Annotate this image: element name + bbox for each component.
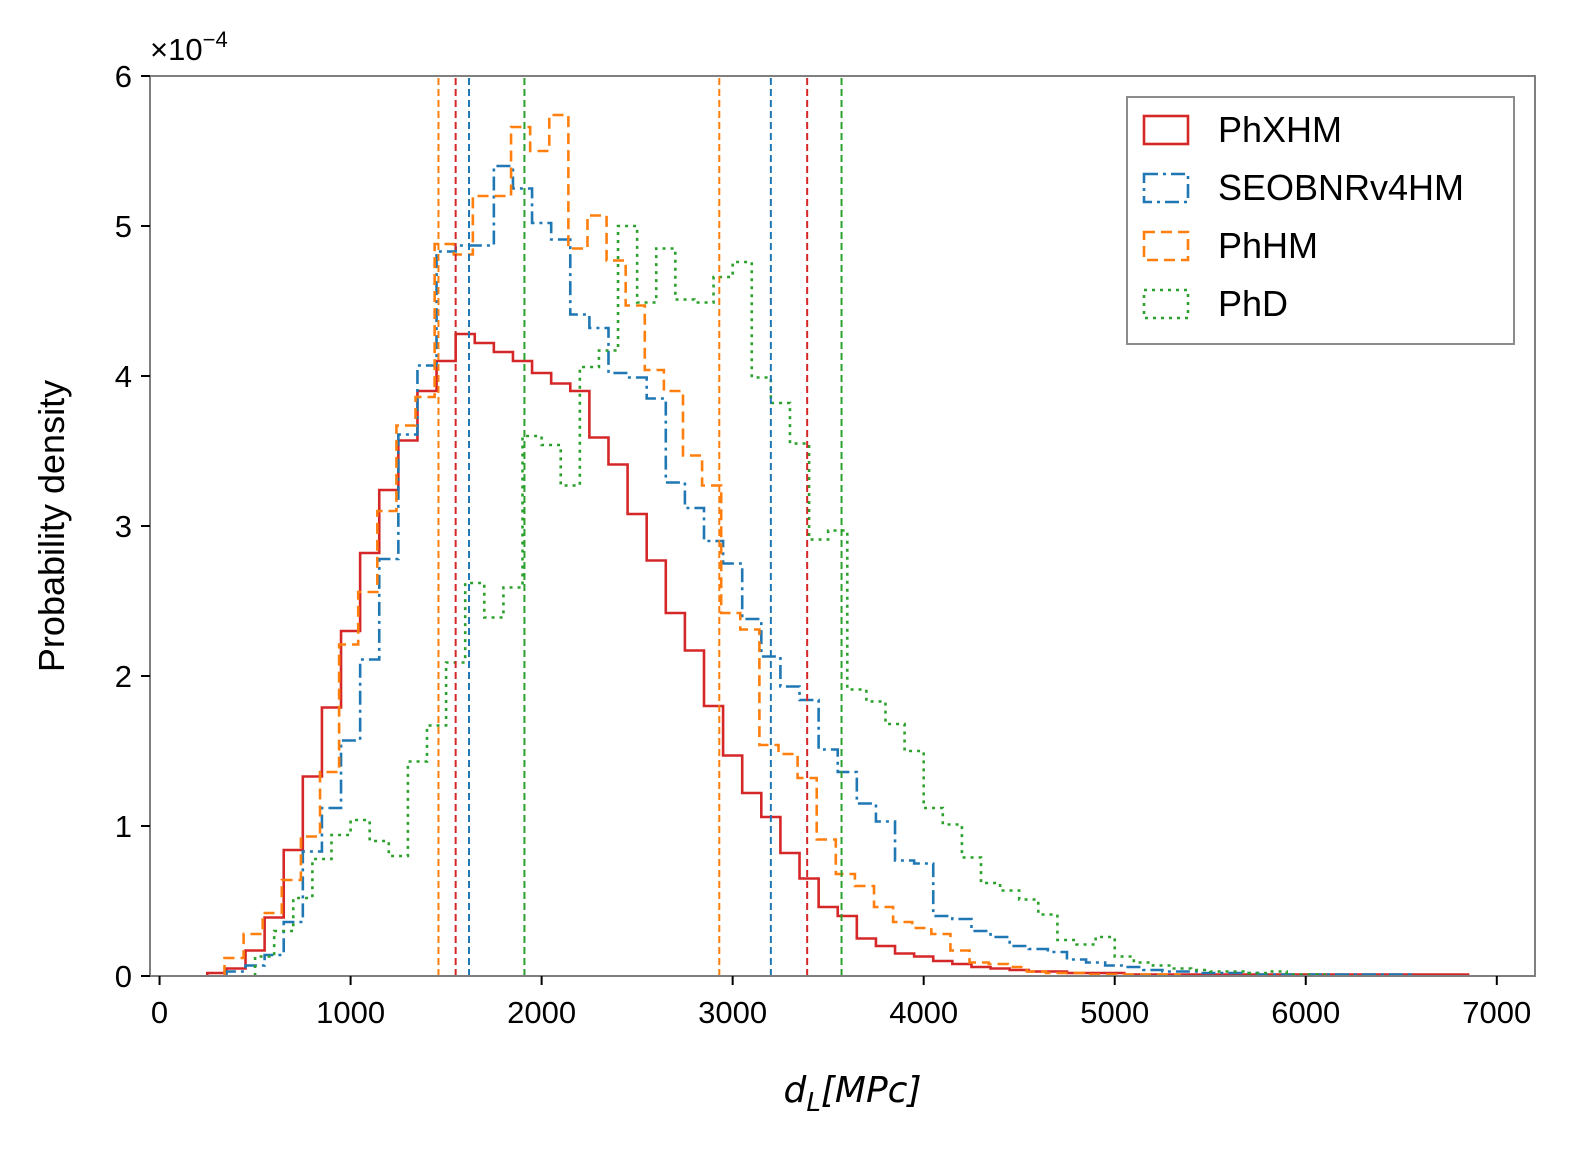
- histogram-phd: [253, 224, 1327, 976]
- legend-box: [1126, 96, 1515, 345]
- x-tick-label: 4000: [889, 995, 958, 1030]
- x-tick-label: 2000: [507, 995, 576, 1030]
- y-tick-label: 6: [115, 59, 132, 94]
- y-tick-label: 0: [115, 959, 132, 994]
- x-tick-label: 0: [151, 995, 168, 1030]
- axes: 0 1000 2000 3000 4000 5000 6000 7000 0 1 2 3 4 5 6: [115, 59, 1536, 1030]
- x-tick-label: 3000: [698, 995, 767, 1030]
- y-tick-label: 5: [115, 209, 132, 244]
- legend-label-phhm: PhHM: [1218, 225, 1318, 266]
- legend-swatch-seobnrv4hm: [1142, 172, 1190, 204]
- legend: PhXHM SEOBNRv4HM PhHM PhD: [1126, 96, 1515, 345]
- y-axis-label: Probability density: [31, 380, 72, 672]
- x-tick-label: 6000: [1271, 995, 1340, 1030]
- x-tick-label: 5000: [1080, 995, 1149, 1030]
- y-tick-label: 1: [115, 809, 132, 844]
- y-tick-label: 4: [115, 359, 132, 394]
- legend-swatch-phhm: [1142, 230, 1190, 262]
- x-tick-label: 1000: [316, 995, 385, 1030]
- y-tick-label: 3: [115, 509, 132, 544]
- y-axis-multiplier: ×10−4: [150, 27, 228, 67]
- y-tick-label: 2: [115, 659, 132, 694]
- legend-swatch-phxhm: [1142, 114, 1190, 146]
- legend-swatch-phd: [1142, 288, 1190, 320]
- legend-label-phxhm: PhXHM: [1218, 109, 1342, 150]
- plot-area: [206, 76, 1470, 976]
- x-axis-label: dL[MPc]: [783, 1070, 921, 1118]
- legend-label-phd: PhD: [1218, 283, 1288, 324]
- legend-label-seobnrv4hm: SEOBNRv4HM: [1218, 167, 1464, 208]
- x-tick-label: 7000: [1462, 995, 1531, 1030]
- histogram-seobnrv4hm: [225, 164, 1413, 976]
- histogram-phhm: [223, 113, 1181, 976]
